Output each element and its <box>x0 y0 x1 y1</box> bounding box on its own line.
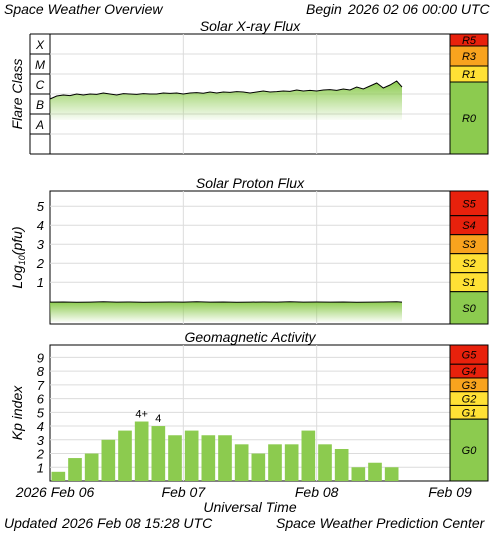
kp-ytick-3: 3 <box>37 433 45 448</box>
kp-scale-label-g2: G2 <box>462 394 477 406</box>
updated-label: Updated <box>4 515 57 531</box>
kp-bar-2 <box>84 453 99 481</box>
xray-scale-label-r1: R1 <box>462 69 476 81</box>
kp-bar-4 <box>118 430 132 481</box>
kp-scale-label-g5: G5 <box>462 350 478 362</box>
xray-scale-label-r0: R0 <box>462 113 477 125</box>
kp-scale-frame <box>449 344 489 482</box>
kp-ylabel: Kp index <box>9 385 25 440</box>
xray-class-x: X <box>35 38 45 52</box>
proton-ytick-1: 1 <box>37 275 44 290</box>
updated-value: 2026 Feb 08 15:28 UTC <box>62 515 213 531</box>
begin-value: 2026 02 06 00:00 UTC <box>348 1 490 17</box>
kp-scale-label-g3: G3 <box>462 380 478 392</box>
proton-scale-label-s1: S1 <box>462 277 475 289</box>
proton-scale-label-s5: S5 <box>462 198 476 210</box>
kp-bar-6 <box>151 426 166 481</box>
xray-class-m: M <box>35 58 45 72</box>
proton-flux-fill <box>50 301 402 323</box>
kp-ytick-8: 8 <box>37 364 45 379</box>
kp-ytick-2: 2 <box>36 447 45 462</box>
kp-bar-12 <box>251 453 266 481</box>
xray-class-b: B <box>36 98 44 112</box>
kp-bar-11 <box>234 444 249 481</box>
kp-ytick-6: 6 <box>37 392 45 407</box>
xray-flux-fill <box>50 81 402 120</box>
kp-bar-18 <box>351 467 366 481</box>
kp-ytick-9: 9 <box>37 350 44 365</box>
proton-chart-title: Solar Proton Flux <box>195 175 305 191</box>
proton-ytick-4: 4 <box>37 218 44 233</box>
xray-class-c: C <box>36 78 45 92</box>
time-tick-0: 2026 Feb 06 <box>15 484 95 500</box>
kp-ytick-4: 4 <box>37 419 44 434</box>
kp-scale-label-g4: G4 <box>462 366 477 378</box>
kp-ytick-1: 1 <box>37 460 44 475</box>
kp-bar-13 <box>268 444 282 481</box>
proton-scale-label-s2: S2 <box>462 258 475 270</box>
swpc-credit: Space Weather Prediction Center <box>276 515 485 531</box>
kp-bar-1 <box>68 458 82 481</box>
geomag-chart-title: Geomagnetic Activity <box>184 329 316 345</box>
kp-bar-9 <box>201 435 216 481</box>
kp-bar-16 <box>318 444 332 481</box>
kp-bar-19 <box>368 462 382 481</box>
time-tick-3: Feb 09 <box>428 484 472 500</box>
xray-class-a: A <box>35 118 44 132</box>
begin-label: Begin <box>306 1 342 17</box>
kp-bar-20 <box>384 467 399 481</box>
proton-ylabel-base: Log <box>9 265 25 289</box>
proton-ytick-5: 5 <box>37 199 45 214</box>
kp-plot-area <box>49 344 451 482</box>
kp-scale-label-g0: G0 <box>462 445 478 457</box>
kp-bar-7 <box>168 435 182 481</box>
time-tick-2: Feb 08 <box>295 484 339 500</box>
proton-scale-label-s0: S0 <box>462 303 476 315</box>
xray-scale-frame <box>449 33 489 155</box>
proton-ytick-2: 2 <box>36 256 45 271</box>
kp-ytick-7: 7 <box>37 378 45 393</box>
proton-ylabel-sub: 10 <box>17 255 27 265</box>
proton-ylabel: Log10(pfu) <box>9 226 27 288</box>
proton-scale-frame <box>449 190 489 325</box>
kp-bar-annotation-0: 4+ <box>135 409 148 421</box>
proton-scale-label-s4: S4 <box>462 220 475 232</box>
kp-ytick-5: 5 <box>37 405 45 420</box>
proton-ylabel-unit: (pfu) <box>9 226 25 255</box>
proton-ytick-3: 3 <box>37 237 45 252</box>
kp-bar-annotation-1: 4 <box>155 413 161 425</box>
xaxis-title: Universal Time <box>203 499 297 515</box>
kp-bar-3 <box>101 439 116 481</box>
kp-bar-15 <box>301 430 316 481</box>
xray-flux-line <box>49 80 403 100</box>
page-title: Space Weather Overview <box>4 1 163 17</box>
kp-bar-5 <box>134 421 149 481</box>
proton-flux-line <box>49 301 403 303</box>
xray-chart-title: Solar X-ray Flux <box>199 18 301 34</box>
time-tick-1: Feb 07 <box>162 484 207 500</box>
xray-ylabel: Flare Class <box>9 59 25 130</box>
kp-bar-8 <box>184 430 199 481</box>
kp-bar-0 <box>51 471 66 481</box>
xray-scale-label-r3: R3 <box>462 51 477 63</box>
xray-scale-label-r5: R5 <box>462 35 477 47</box>
kp-scale-label-g1: G1 <box>462 407 477 419</box>
kp-bar-14 <box>284 444 299 481</box>
kp-bar-10 <box>218 435 232 481</box>
proton-scale-label-s3: S3 <box>462 239 476 251</box>
kp-bar-17 <box>334 448 349 481</box>
